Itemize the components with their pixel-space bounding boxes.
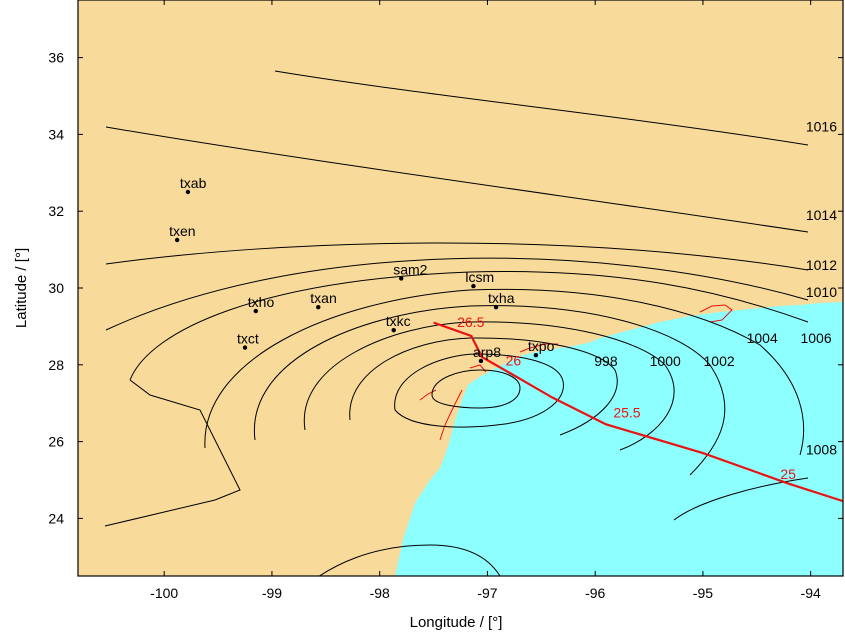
isobar-contour [318,544,501,576]
x-tick-label: -95 [693,585,713,601]
station-label: txct [237,331,259,347]
storm-track-labels: 26.5 26 25.5 25 [457,314,796,482]
isobar-contour [394,353,564,428]
station-marker[interactable] [399,276,404,281]
station-marker[interactable] [174,237,180,243]
isobar-contour [105,257,809,331]
isobar-label: 1016 [806,119,837,135]
y-tick-label: 36 [48,50,64,66]
station-label: txen [169,223,195,239]
station-marker[interactable] [185,189,191,195]
isobar-label: 1012 [806,257,837,273]
isobar-contour [253,305,726,476]
isobar-label: 1004 [747,330,778,346]
station-marker[interactable] [253,308,258,314]
y-axis-label: Latitude / [°] [13,248,30,328]
map-plot-area[interactable]: 26.5 26 25.5 25 txab txen sam2 lcsm txha txan txh… [78,0,843,600]
isobar-contour [104,379,241,527]
x-tick-label: -96 [585,585,605,601]
isobar-label: 1014 [806,207,837,223]
storm-track-label: 26.5 [457,314,484,330]
station-marker[interactable] [391,328,396,333]
y-tick-label: 34 [48,126,64,142]
isobar-contour [204,288,805,456]
storm-track-label: 25.5 [613,404,640,420]
station-label: txha [488,290,515,306]
y-tick-label: 32 [48,203,64,219]
station-label: txho [248,294,275,310]
station-marker[interactable] [478,358,484,364]
x-tick-label: -97 [477,585,497,601]
isobar-contour [673,477,809,521]
station-label: txkc [386,313,411,329]
station-label: arp8 [473,344,501,360]
stations-layer: txab txen sam2 lcsm txha txan txho txkc txct txpo… [169,175,555,364]
station-marker[interactable] [316,305,321,310]
station-label: sam2 [393,261,427,277]
station-marker[interactable] [533,353,539,358]
isobar-label: 998 [594,353,618,369]
y-tick-label: 28 [48,357,64,373]
station-label: lcsm [465,269,494,285]
isobar-label: 1010 [806,284,837,300]
isobar-label: 1008 [806,441,837,457]
x-tick-label: -99 [262,585,282,601]
station-label: txpo [528,338,555,354]
y-tick-label: 24 [48,510,64,526]
x-tick-label: -100 [150,585,178,601]
isobar-lines [104,70,809,576]
isobar-contour [349,337,618,436]
storm-track-label: 25 [780,466,796,482]
isobar-labels: 998 1000 1002 1004 1006 1008 1010 1012 1014 1016 [594,119,837,458]
y-tick-label: 30 [48,280,64,296]
isobar-contour [105,126,809,233]
station-label: txab [180,175,207,191]
isobar-contour [105,242,809,271]
station-marker[interactable] [493,305,499,310]
isobar-label: 1006 [800,330,831,346]
isobar-label: 1000 [650,353,681,369]
x-tick-label: -94 [801,585,821,601]
x-tick-label: -98 [370,585,390,601]
isobar-contour [129,271,809,381]
station-marker[interactable] [471,283,476,289]
isobar-contour [431,369,521,409]
station-label: txan [310,290,336,306]
isobar-contour [303,321,675,451]
y-tick-label: 26 [48,434,64,450]
isobar-contour [274,70,809,146]
x-axis-label: Longitude / [°] [410,614,503,631]
storm-track-label: 26 [506,353,522,369]
storm-track-line [433,321,843,503]
station-marker[interactable] [242,345,248,350]
y-axis-ticks: 24 26 28 30 32 34 36 [48,50,843,526]
x-axis-ticks: -100 -99 -98 -97 -96 -95 -94 [150,0,821,601]
isobar-label: 1002 [704,353,735,369]
